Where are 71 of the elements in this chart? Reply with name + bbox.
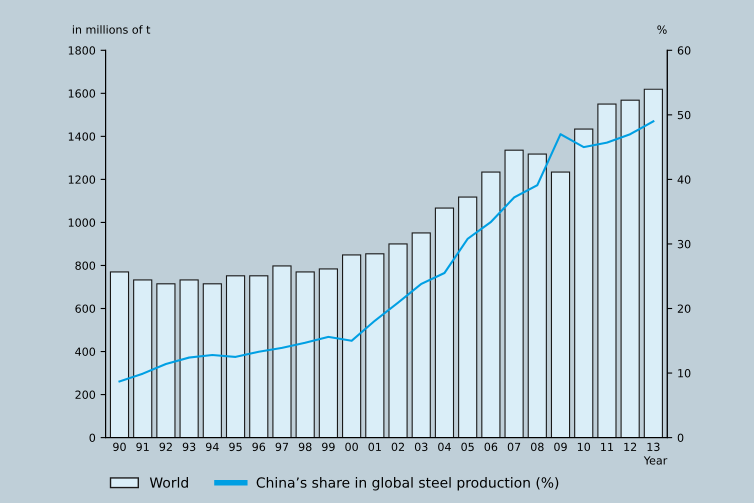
bar	[318, 268, 338, 438]
x-tick-label: 10	[578, 442, 590, 452]
y-tick-label: 1800	[68, 46, 96, 55]
bar	[574, 128, 594, 438]
bar	[180, 279, 199, 438]
x-tick-label: 91	[136, 442, 149, 452]
bar	[412, 232, 431, 438]
x-tick-label: 00	[345, 442, 358, 452]
x-tick-label: 13	[648, 442, 660, 452]
y-tick-label: 800	[75, 261, 96, 270]
y2-tick-label: 10	[678, 369, 690, 378]
bar	[296, 271, 315, 438]
y-axis-title: in millions of t	[72, 25, 150, 34]
bar	[481, 172, 500, 438]
y-tick-label: 1400	[68, 132, 96, 141]
y2-tick-label: 50	[678, 110, 690, 120]
y2-tick-label: 0	[678, 434, 684, 442]
bar	[388, 243, 408, 438]
x-tick-label: 07	[508, 442, 520, 452]
bar	[110, 271, 130, 438]
bar	[156, 283, 176, 438]
x-tick-label: 90	[113, 442, 126, 452]
bar	[202, 283, 222, 438]
bar	[365, 253, 384, 438]
x-tick-label: 99	[322, 442, 335, 452]
x-tick-label: 98	[298, 442, 312, 452]
y2-tick-label: 30	[678, 240, 690, 248]
x-tick-label: 08	[530, 442, 544, 452]
x-tick-label: 03	[414, 442, 428, 452]
bar	[597, 104, 617, 438]
x-tick-label: 05	[461, 442, 474, 452]
y2-tick-label: 40	[678, 175, 690, 184]
bar	[272, 265, 292, 438]
bar	[458, 196, 478, 438]
bar	[226, 275, 246, 438]
x-tick-label: 97	[276, 442, 288, 452]
x-tick-label: 02	[392, 442, 404, 452]
y2-axis-title: %	[657, 25, 667, 34]
legend-label: World	[150, 477, 188, 488]
bar	[133, 279, 152, 438]
x-tick-label: 93	[182, 442, 196, 452]
y-tick-label: 400	[75, 348, 96, 356]
y-tick-label: 600	[75, 304, 96, 313]
x-tick-label: 01	[368, 442, 381, 452]
y-tick-label: 1000	[68, 218, 96, 227]
bar	[434, 207, 454, 438]
x-tick-label: 11	[601, 442, 613, 451]
y-tick-label: 1600	[68, 89, 96, 98]
bar	[528, 153, 547, 438]
y-tick-label: 1200	[68, 175, 96, 184]
x-tick-label: 04	[438, 442, 451, 452]
x-tick-label: 12	[624, 442, 636, 451]
x-tick-label: 06	[484, 442, 498, 452]
x-tick-label: 09	[554, 442, 567, 452]
y-tick-label: 200	[75, 390, 96, 399]
bar	[249, 275, 268, 438]
y-tick-label: 0	[90, 434, 96, 442]
line-series	[118, 120, 654, 382]
bar	[550, 172, 570, 438]
x-tick-label: 96	[252, 442, 266, 452]
x-tick-label: 92	[160, 442, 172, 452]
x-tick-label: 95	[229, 442, 242, 452]
y2-tick-label: 20	[678, 304, 690, 313]
x-tick-label: 94	[206, 442, 219, 452]
bar	[342, 254, 362, 438]
legend-label: China’s share in global steel production (%)	[256, 477, 558, 490]
bar	[644, 88, 663, 438]
bar	[620, 100, 640, 438]
bar	[504, 150, 524, 438]
x-axis-title: Year	[644, 456, 668, 465]
y2-tick-label: 60	[678, 46, 690, 55]
